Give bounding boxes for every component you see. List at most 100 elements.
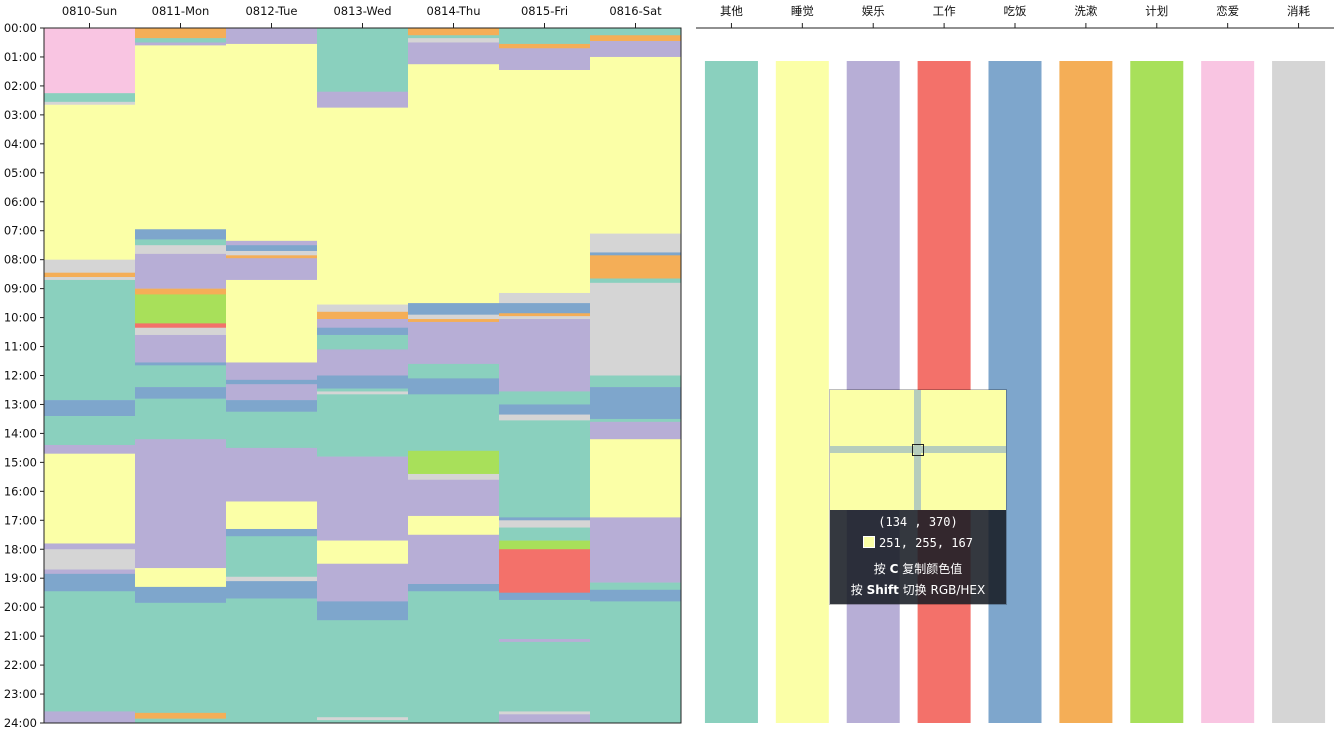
heatmap-cell [590,233,682,253]
legend-bar [1201,61,1255,723]
hint-copy-suffix: 复制颜色值 [898,562,963,576]
heatmap-cell [408,319,500,323]
y-tick-label: 19:00 [4,571,37,585]
heatmap-cell [408,378,500,395]
picker-hint-copy: 按 C 复制颜色值 [830,560,1006,577]
heatmap-cell [408,35,500,39]
heatmap-cell [590,601,682,724]
hint-toggle-prefix: 按 [850,583,867,597]
y-tick-label: 02:00 [4,79,37,93]
heatmap-cell [44,569,136,575]
heatmap-cell [44,104,136,260]
heatmap-cell [317,601,409,621]
legend-tick-label: 工作 [933,4,956,18]
legend-bar [704,61,758,723]
heatmap-cell [135,718,227,724]
picker-info-panel: (134 , 370) 251, 255, 167 按 C 复制颜色值 按 Sh… [830,510,1006,604]
y-tick-label: 00:00 [4,21,37,35]
heatmap-cell [44,549,136,570]
heatmap-cell [499,319,591,392]
heatmap-cell [135,568,227,588]
heatmap-cell [226,501,318,530]
heatmap-cell [408,38,500,43]
heatmap-cell [408,42,500,65]
heatmap-cell [317,388,409,392]
heatmap-cell [499,303,591,314]
heatmap-cell [135,586,227,604]
heatmap-cell [408,534,500,585]
heatmap-cell [226,528,318,537]
heatmap-cell [499,48,591,71]
y-tick-label: 06:00 [4,195,37,209]
heatmap-cell [135,45,227,230]
y-tick-label: 09:00 [4,282,37,296]
heatmap-cell [590,421,682,440]
heatmap-cell [135,239,227,246]
x-tick-label: 0811-Mon [152,4,210,18]
heatmap-cell [499,292,591,304]
heatmap-cell [408,28,500,36]
legend-tick-label: 恋爱 [1216,4,1239,18]
heatmap-cell [135,229,227,240]
heatmap-cell [499,641,591,712]
heatmap-cell [408,479,500,517]
picker-coordinates: (134 , 370) [878,515,958,529]
y-tick-label: 15:00 [4,455,37,469]
heatmap-cell [44,259,136,273]
heatmap-cell [226,598,318,724]
heatmap-cell [44,453,136,544]
heatmap-cell [317,720,409,724]
heatmap-cell [317,334,409,350]
heatmap-cell [408,473,500,481]
heatmap-cell [408,450,500,475]
heatmap-cell [408,394,500,452]
heatmap-cell [499,599,591,640]
y-tick-label: 03:00 [4,108,37,122]
x-tick-label: 0815-Fri [521,4,568,18]
heatmap-cell [226,400,318,412]
heatmap-cell [44,28,136,94]
heatmap-cell [590,439,682,518]
picker-color-swatch [863,536,876,548]
heatmap-cell [317,375,409,389]
heatmap-cell [317,319,409,329]
y-tick-label: 08:00 [4,253,37,267]
y-tick-label: 13:00 [4,397,37,411]
heatmap-cell [408,591,500,724]
legend-tick-label: 计划 [1145,4,1168,18]
y-tick-label: 17:00 [4,513,37,527]
heatmap-cell [135,294,227,324]
heatmap-cell [44,416,136,446]
picker-center-pixel [912,444,924,456]
hint-copy-prefix: 按 [873,562,890,576]
heatmap-cell [135,439,227,569]
heatmap-cell [317,311,409,320]
heatmap-cell [135,365,227,388]
heatmap-cell [590,582,682,591]
heatmap-cell [408,321,500,365]
picker-magnifier [830,390,1006,510]
heatmap-cell [499,414,591,421]
heatmap-cell [317,28,409,93]
picker-crosshair-horizontal [830,446,1006,453]
heatmap-cell [135,362,227,366]
heatmap-cell [499,520,591,528]
heatmap-cell [226,581,318,599]
heatmap-cell [590,56,682,234]
y-tick-label: 04:00 [4,137,37,151]
legend-tick-label: 洗漱 [1074,4,1097,18]
x-tick-label: 0813-Wed [333,4,391,18]
heatmap-cell [590,252,682,256]
y-tick-label: 12:00 [4,369,37,383]
heatmap-cell [135,712,227,719]
heatmap-cell [499,28,591,45]
heatmap-cell [499,404,591,415]
y-tick-label: 24:00 [4,716,37,730]
heatmap-cell [135,38,227,43]
heatmap-cell [499,517,591,521]
heatmap-cell [135,387,227,399]
x-tick-label: 0810-Sun [62,4,117,18]
picker-color-value: 251, 255, 167 [879,536,973,550]
heatmap-cell [499,711,591,715]
